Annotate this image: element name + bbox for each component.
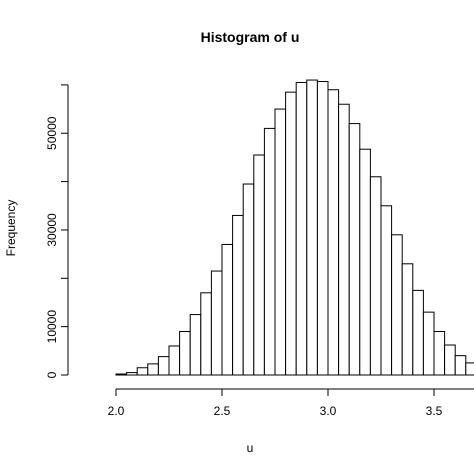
x-axis-label: u [247, 441, 254, 455]
histogram-bar [316, 81, 329, 376]
chart-title: Histogram of u [201, 29, 300, 45]
x-tick-label: 2.0 [108, 404, 125, 418]
histogram-bar [147, 363, 159, 376]
histogram-bar [412, 289, 424, 376]
y-axis: 0 10000 30000 50000 [45, 84, 69, 378]
y-tick-label: 30000 [45, 213, 59, 247]
x-axis: 2.02.53.03.54.04.55.0 [108, 388, 474, 418]
y-tick-label: 0 [45, 371, 59, 378]
histogram-bar [369, 176, 382, 376]
histogram-bar [157, 356, 170, 376]
histogram-bar [179, 330, 191, 376]
x-tick-label: 2.5 [214, 404, 231, 418]
histogram-bar [210, 270, 223, 376]
histogram-bar [295, 81, 308, 376]
histogram-bar [242, 183, 255, 376]
histogram-bar [306, 79, 318, 376]
histogram-bar [444, 344, 456, 376]
histogram-bar [168, 345, 181, 376]
histogram-bar [115, 373, 128, 376]
x-tick-label: 3.0 [320, 404, 337, 418]
histogram-bar [338, 103, 350, 376]
histogram-bar [380, 205, 393, 376]
histogram-bar [232, 214, 244, 376]
histogram-bar [391, 234, 403, 376]
y-tick-label: 10000 [45, 310, 59, 344]
histogram-bar [348, 123, 361, 376]
histogram-bar [401, 263, 414, 376]
x-tick-label: 3.5 [426, 404, 443, 418]
histogram-bar [454, 355, 467, 376]
histogram-bar [285, 91, 297, 376]
histogram-bar [126, 372, 138, 376]
histogram-bars [115, 79, 474, 376]
histogram-bar [136, 367, 149, 376]
histogram-bar [465, 362, 474, 376]
histogram-bar [263, 127, 276, 376]
histogram-bar [327, 89, 340, 376]
histogram-bar [200, 292, 212, 376]
histogram-bar [422, 311, 435, 376]
y-axis-label: Frequency [4, 200, 18, 257]
histogram-bar [359, 148, 371, 376]
histogram-bar [253, 154, 265, 376]
y-tick-label: 50000 [45, 116, 59, 150]
histogram-bar [189, 314, 202, 376]
y-axis-ticks: 0 10000 30000 50000 [45, 84, 68, 378]
histogram-bar [274, 108, 287, 376]
histogram-bar [433, 330, 446, 376]
histogram-bar [221, 243, 234, 376]
x-axis-ticks: 2.02.53.03.54.04.55.0 [108, 389, 443, 418]
